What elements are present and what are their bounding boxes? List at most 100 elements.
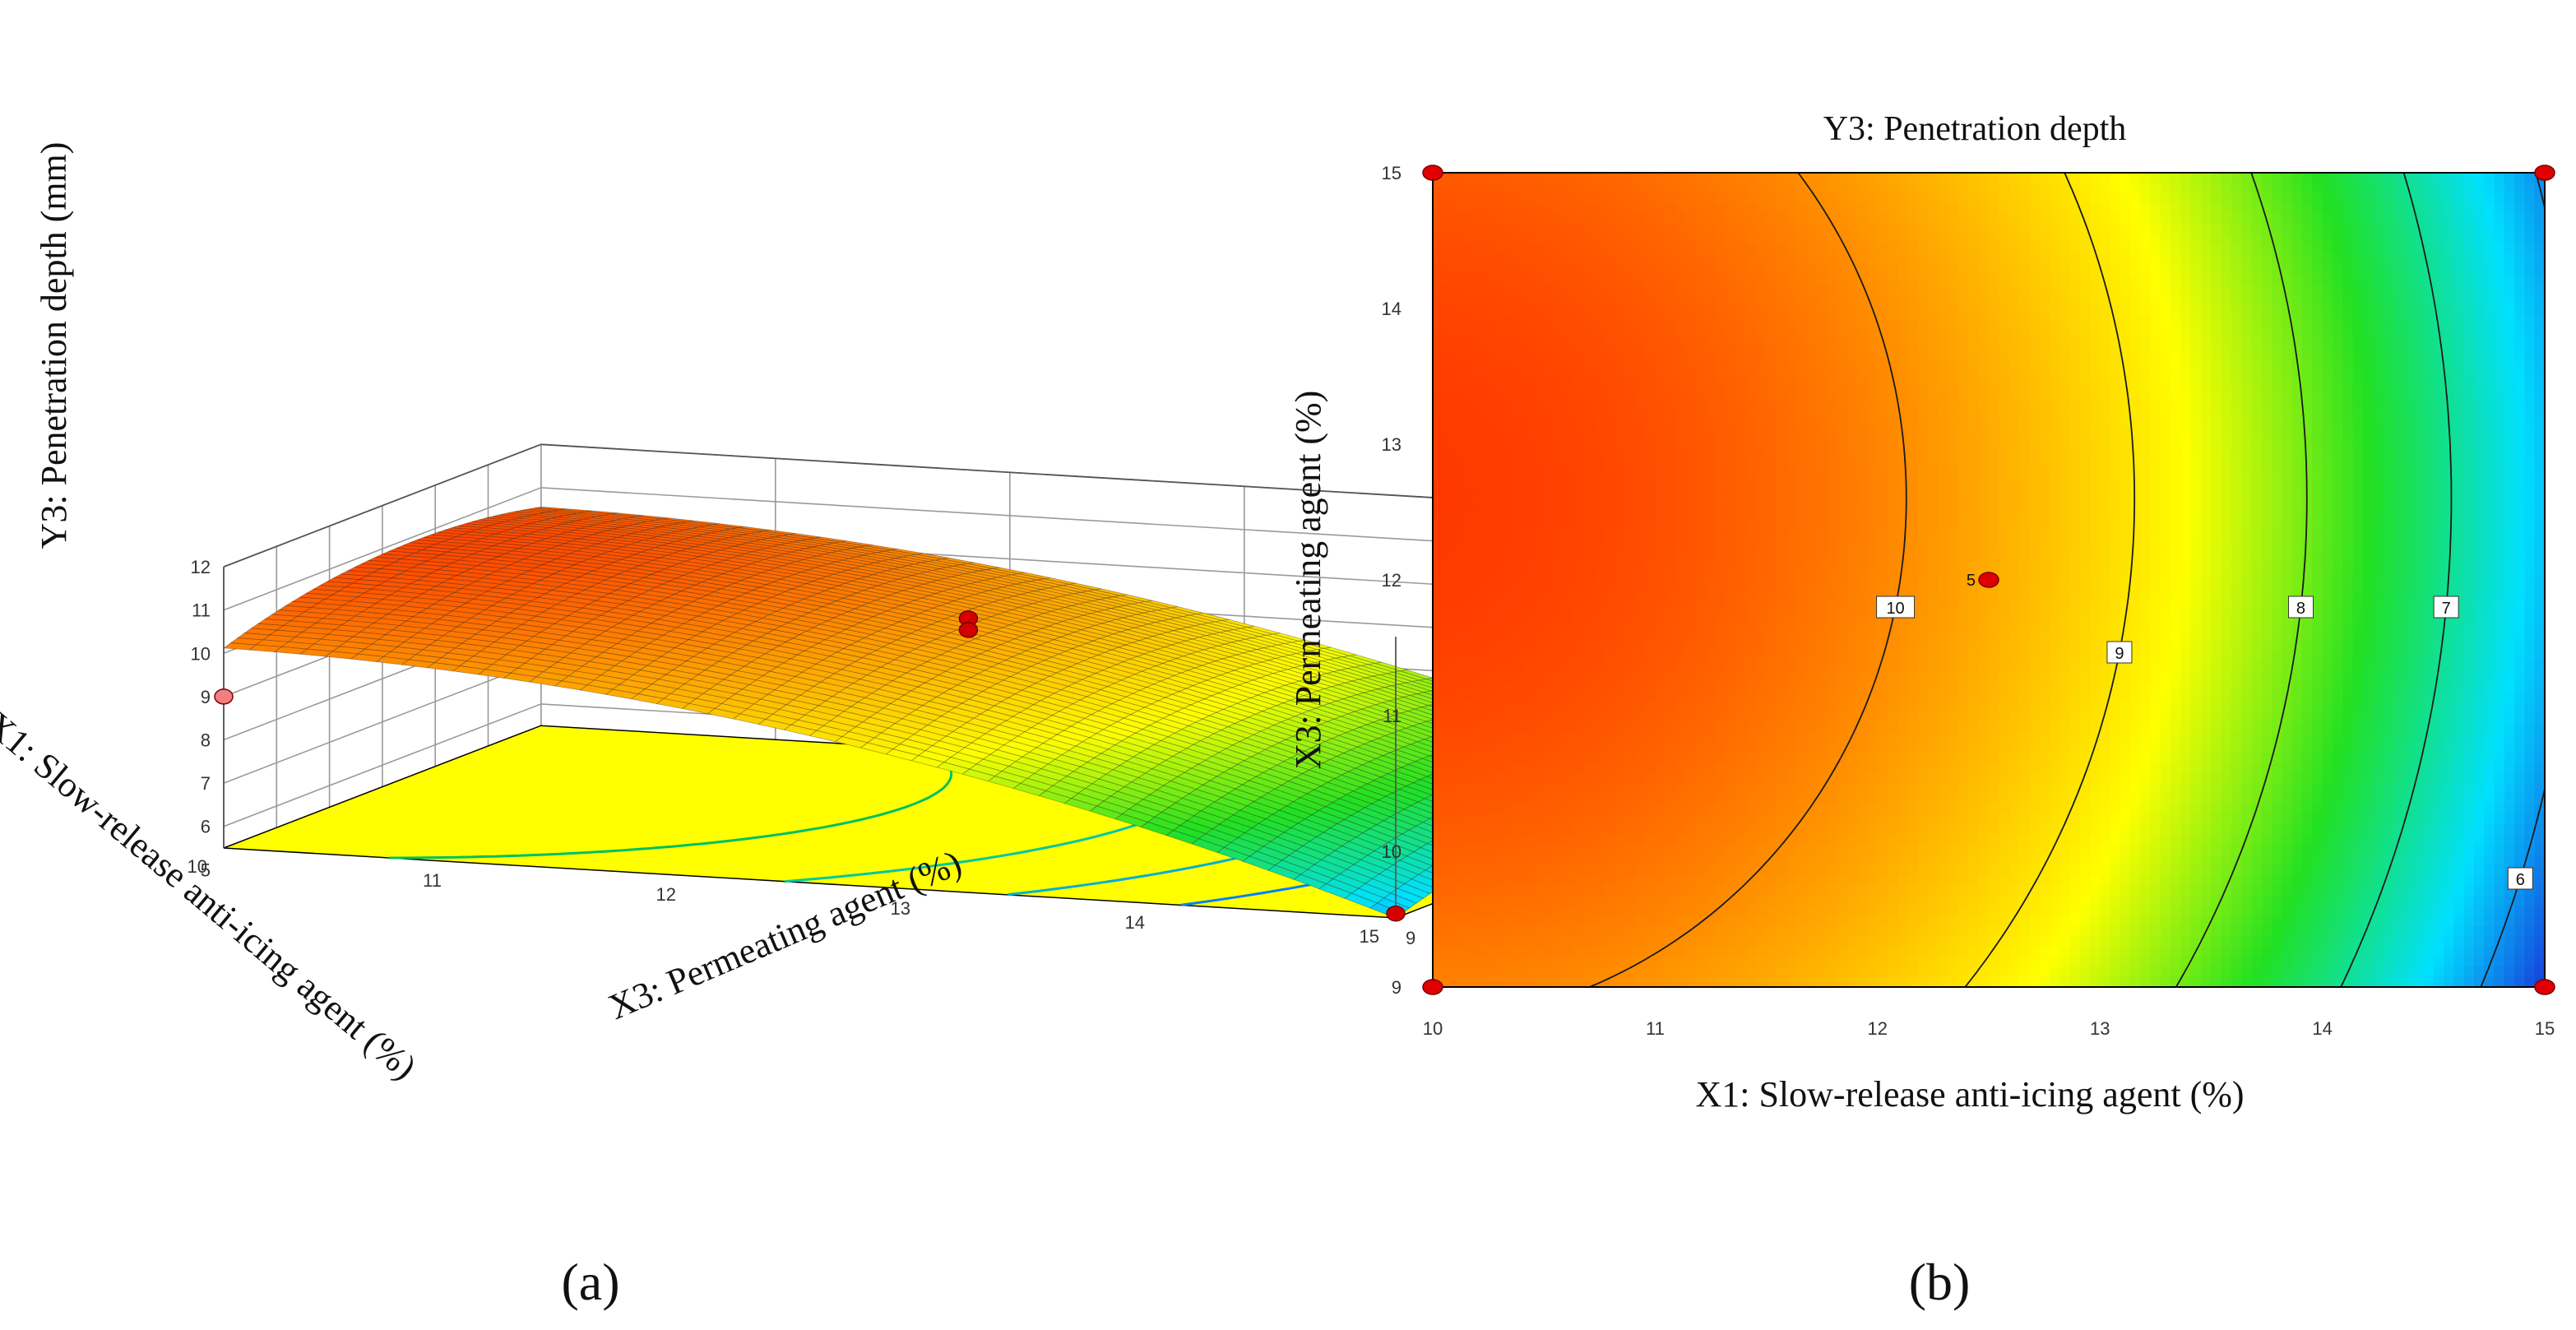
contour-field-cell bbox=[1685, 824, 1697, 835]
contour-field-cell bbox=[1594, 427, 1605, 438]
contour-field-cell bbox=[1756, 915, 1768, 927]
contour-field-cell bbox=[1685, 549, 1697, 560]
contour-field-cell bbox=[1776, 539, 1787, 550]
contour-field-cell bbox=[1675, 651, 1686, 662]
contour-field-cell bbox=[1716, 956, 1727, 967]
contour-field-cell bbox=[1594, 722, 1605, 734]
contour-field-cell bbox=[1554, 376, 1565, 387]
contour-field-cell bbox=[1766, 956, 1777, 967]
contour-field-cell bbox=[1685, 234, 1697, 245]
contour-field-cell bbox=[1554, 254, 1565, 265]
contour-field-cell bbox=[1716, 732, 1727, 744]
contour-field-cell bbox=[1513, 549, 1525, 560]
contour-field-cell bbox=[1564, 223, 1575, 234]
contour-field-cell bbox=[1452, 641, 1464, 652]
contour-field-cell bbox=[1756, 529, 1768, 540]
contour-field-cell bbox=[1766, 304, 1777, 316]
contour-field-cell bbox=[1655, 366, 1666, 378]
contour-field-cell bbox=[1544, 336, 1555, 346]
contour-field-cell bbox=[1523, 192, 1535, 204]
contour-field-cell bbox=[1574, 569, 1585, 581]
contour-field-cell bbox=[1665, 895, 1676, 906]
contour-field-cell bbox=[1746, 173, 1757, 183]
contour-field-cell bbox=[1726, 192, 1737, 204]
contour-field-cell bbox=[1483, 762, 1494, 774]
contour-field-cell bbox=[1615, 325, 1626, 336]
contour-field-cell bbox=[1615, 243, 1626, 255]
contour-field-cell bbox=[1756, 203, 1768, 215]
contour-field-cell bbox=[1624, 906, 1636, 916]
contour-field-cell bbox=[1615, 753, 1626, 764]
contour-field-cell bbox=[1746, 702, 1757, 713]
contour-field-cell bbox=[1594, 834, 1605, 846]
contour-field-cell bbox=[1584, 702, 1596, 713]
contour-field-cell bbox=[1493, 620, 1504, 632]
contour-field-cell bbox=[1513, 915, 1525, 927]
contour-field-cell bbox=[1584, 641, 1596, 652]
contour-field-cell bbox=[1655, 183, 1666, 194]
contour-field-cell bbox=[1503, 711, 1514, 723]
contour-field-cell bbox=[1624, 590, 1636, 601]
contour-field-cell bbox=[1655, 610, 1666, 622]
contour-field-cell bbox=[1443, 478, 1454, 489]
contour-field-cell bbox=[1665, 529, 1676, 540]
contour-field-cell bbox=[1756, 824, 1768, 835]
contour-field-cell bbox=[1735, 529, 1747, 540]
contour-field-cell bbox=[1726, 396, 1737, 408]
contour-field-cell bbox=[1594, 234, 1605, 245]
contour-field-cell bbox=[1452, 406, 1464, 418]
contour-title: Y3: Penetration depth bbox=[1823, 110, 2127, 148]
contour-field-cell bbox=[1665, 488, 1676, 499]
contour-field-cell bbox=[1473, 976, 1485, 987]
contour-field-cell bbox=[1624, 681, 1636, 693]
contour-field-cell bbox=[1513, 722, 1525, 734]
contour-field-cell bbox=[1584, 529, 1596, 540]
contour-field-cell bbox=[1756, 874, 1768, 886]
contour-field-cell bbox=[1574, 366, 1585, 378]
contour-field-cell bbox=[1776, 569, 1787, 581]
contour-field-cell bbox=[1766, 336, 1777, 346]
contour-field-cell bbox=[1746, 406, 1757, 418]
contour-field-cell bbox=[1574, 294, 1585, 306]
contour-field-cell bbox=[1705, 711, 1717, 723]
contour-field-cell bbox=[1776, 437, 1787, 448]
contour-field-cell bbox=[1452, 824, 1464, 835]
contour-field-cell bbox=[1483, 345, 1494, 357]
contour-field-cell bbox=[1564, 345, 1575, 357]
contour-field-cell bbox=[1665, 915, 1676, 927]
contour-field-cell bbox=[1574, 508, 1585, 520]
contour-field-cell bbox=[1533, 559, 1545, 571]
contour-field-cell bbox=[1624, 223, 1636, 234]
contour-field-cell bbox=[1433, 885, 1443, 897]
contour-field-cell bbox=[1665, 478, 1676, 489]
contour-field-cell bbox=[1533, 243, 1545, 255]
contour-field-cell bbox=[1443, 976, 1454, 987]
contour-field-cell bbox=[1705, 467, 1717, 479]
contour-field-cell bbox=[1786, 183, 1798, 194]
contour-field-cell bbox=[1756, 213, 1768, 225]
contour-field-cell bbox=[1705, 925, 1717, 937]
contour-field-cell bbox=[1503, 192, 1514, 204]
contour-field-cell bbox=[1645, 855, 1656, 866]
contour-field-cell bbox=[1584, 804, 1596, 815]
contour-field-cell bbox=[1493, 467, 1504, 479]
contour-field-cell bbox=[1766, 315, 1777, 327]
contour-field-cell bbox=[1604, 925, 1615, 937]
contour-field-cell bbox=[1634, 183, 1646, 194]
contour-field-cell bbox=[1513, 192, 1525, 204]
contour-field-cell bbox=[1443, 294, 1454, 306]
contour-field-cell bbox=[1443, 518, 1454, 530]
contour-field-cell bbox=[1665, 600, 1676, 611]
contour-field-cell bbox=[1655, 692, 1666, 703]
contour-field-cell bbox=[1554, 234, 1565, 245]
contour-field-cell bbox=[1604, 620, 1615, 632]
contour-field-cell bbox=[1716, 406, 1727, 418]
contour-field-cell bbox=[1675, 173, 1686, 183]
contour-field-cell bbox=[1655, 355, 1666, 367]
contour-field-cell bbox=[1433, 804, 1443, 815]
contour-field-cell bbox=[1544, 732, 1555, 744]
contour-field-cell bbox=[1544, 447, 1555, 459]
contour-field-cell bbox=[1746, 294, 1757, 306]
contour-field-cell bbox=[1554, 976, 1565, 987]
contour-field-cell bbox=[1523, 539, 1535, 550]
